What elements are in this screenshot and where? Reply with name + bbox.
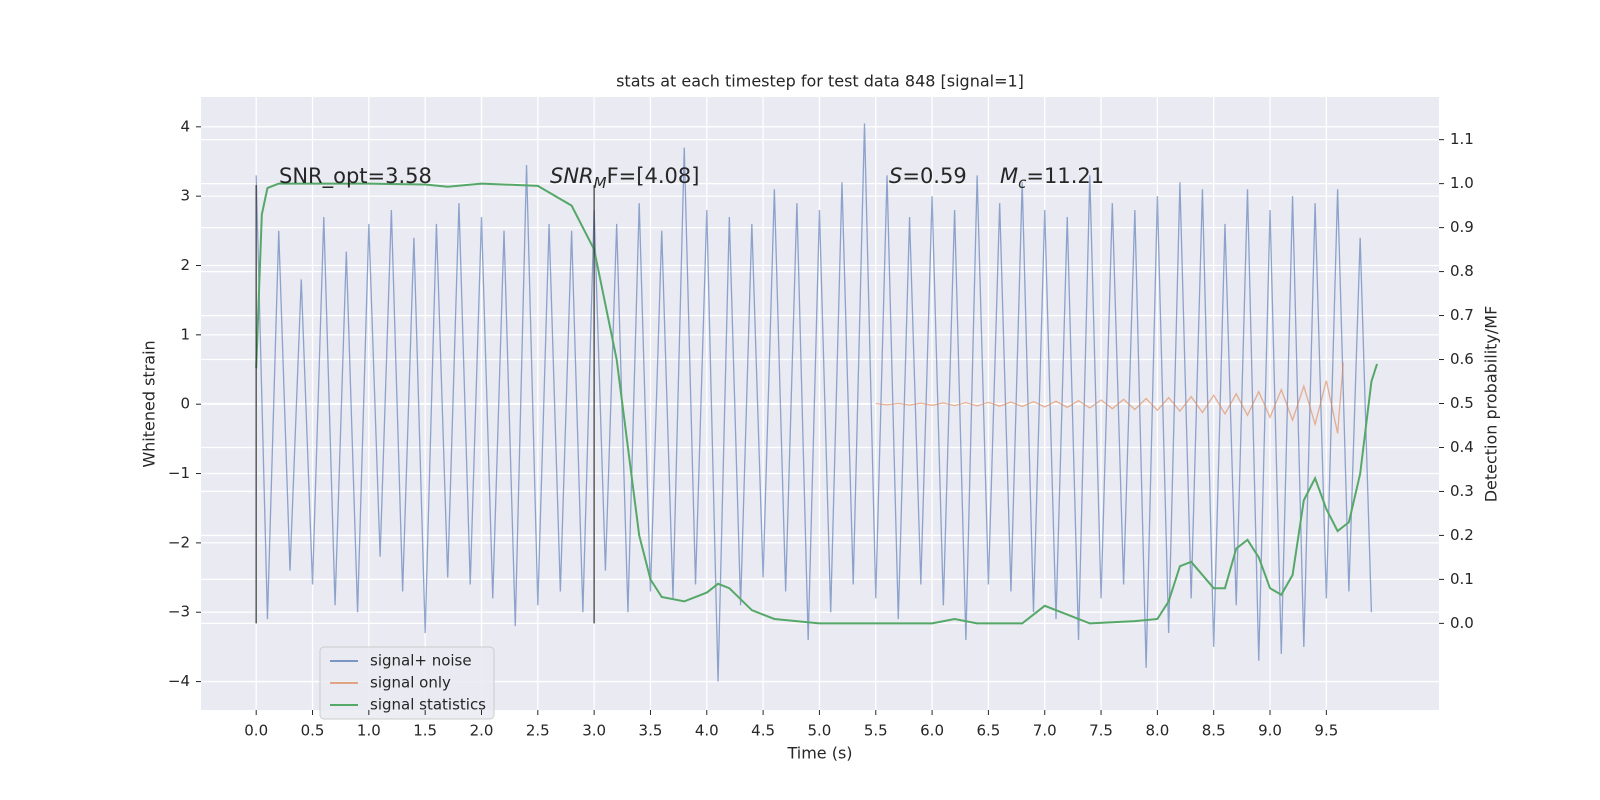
- x-tick-label: 6.5: [976, 722, 1000, 740]
- y2-tick-label: 0.3: [1450, 482, 1474, 500]
- legend-label: signal statistics: [370, 696, 486, 714]
- series-line: [255, 123, 1373, 682]
- x-tick-label: 3.0: [582, 722, 606, 740]
- x-tick-label: 0.0: [244, 722, 268, 740]
- x-tick-label: 9.0: [1258, 722, 1282, 740]
- x-tick-label: 4.0: [695, 722, 719, 740]
- x-tick-label: 8.5: [1202, 722, 1226, 740]
- y2-tick-label: 0.4: [1450, 438, 1474, 456]
- annotation: Mc=11.21: [1000, 164, 1104, 192]
- annotation: S=0.59: [889, 164, 967, 188]
- x-tick-label: 7.0: [1033, 722, 1057, 740]
- annotation-part: M: [594, 174, 607, 192]
- annotation-part: c: [1018, 174, 1027, 192]
- x-tick-label: 5.0: [808, 722, 832, 740]
- x-tick-label: 9.5: [1314, 722, 1338, 740]
- legend: signal+ noise signal only signal statistic…: [319, 646, 495, 720]
- y-tick-label: −4: [168, 672, 190, 690]
- y2-tick-label: 0.5: [1450, 394, 1474, 412]
- annotation-part: F=[4.08]: [607, 164, 700, 188]
- y2-tick-label: 0.0: [1450, 614, 1474, 632]
- y-tick-label: 4: [180, 117, 190, 135]
- y2-tick-label: 0.2: [1450, 526, 1474, 544]
- x-tick-label: 2.5: [526, 722, 550, 740]
- x-tick-label: 0.5: [301, 722, 325, 740]
- y2-tick-label: 1.0: [1450, 174, 1474, 192]
- marks: [255, 123, 1378, 682]
- legend-label: signal only: [370, 674, 451, 692]
- y-tick-label: −1: [168, 464, 190, 482]
- annotation-part: M: [1000, 164, 1018, 188]
- y-tick-label: −3: [168, 603, 190, 621]
- series-line: [255, 182, 1378, 625]
- x-tick-label: 4.5: [751, 722, 775, 740]
- annotation: SNRMF=[4.08]: [550, 164, 699, 192]
- x-tick-label: 1.5: [413, 722, 437, 740]
- annotation-part: =0.59: [902, 164, 966, 188]
- x-tick-label: 7.5: [1089, 722, 1113, 740]
- chart-title: stats at each timestep for test data 848…: [616, 72, 1024, 91]
- annotation-part: S: [889, 164, 902, 188]
- y2-tick-label: 0.7: [1450, 306, 1474, 324]
- y-axis-label: Whitened strain: [140, 340, 159, 467]
- y2-tick-label: 1.1: [1450, 130, 1474, 148]
- y-tick-label: −2: [168, 533, 190, 551]
- legend-label: signal+ noise: [370, 652, 472, 670]
- y-tick-label: 0: [180, 395, 190, 413]
- annotation: SNR_opt=3.58: [279, 164, 432, 189]
- x-tick-label: 3.5: [639, 722, 663, 740]
- x-axis-label: Time (s): [786, 744, 852, 763]
- y-tick-label: 2: [180, 256, 190, 274]
- x-tick-label: 5.5: [864, 722, 888, 740]
- x-tick-label: 1.0: [357, 722, 381, 740]
- grid: [201, 97, 1439, 710]
- y2-tick-label: 0.9: [1450, 218, 1474, 236]
- x-tick-label: 8.0: [1145, 722, 1169, 740]
- x-tick-label: 6.0: [920, 722, 944, 740]
- y-tick-label: 3: [180, 187, 190, 205]
- annotation-part: =11.21: [1026, 164, 1104, 188]
- y2-tick-label: 0.6: [1450, 350, 1474, 368]
- series-line: [875, 362, 1344, 434]
- legend-box: [319, 646, 495, 720]
- y-tick-label: 1: [180, 325, 190, 343]
- y2-axis-label: Detection probability/MF: [1482, 306, 1501, 503]
- x-tick-label: 2.0: [470, 722, 494, 740]
- y2-tick-label: 0.8: [1450, 262, 1474, 280]
- annotation-part: SNR: [550, 164, 594, 188]
- y2-tick-label: 0.1: [1450, 570, 1474, 588]
